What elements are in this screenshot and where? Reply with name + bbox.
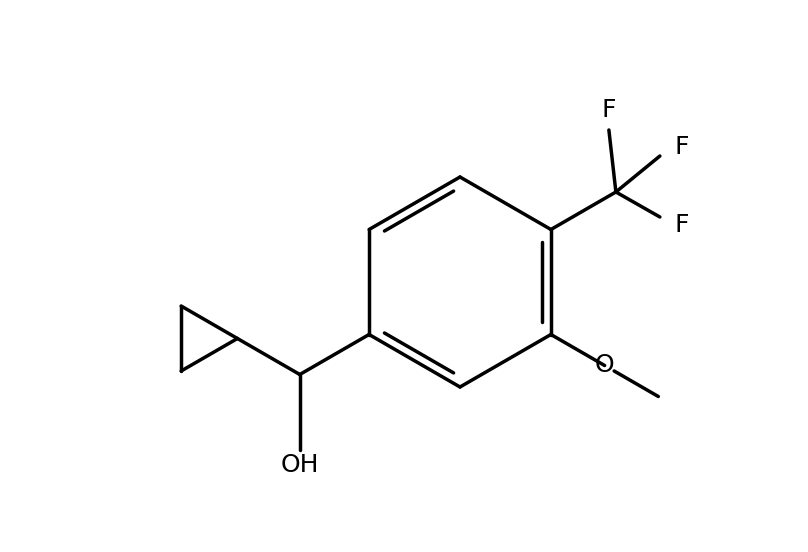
Text: OH: OH [280, 454, 319, 477]
Text: F: F [675, 213, 689, 237]
Text: O: O [595, 353, 614, 378]
Text: F: F [675, 135, 689, 159]
Text: F: F [602, 98, 617, 122]
